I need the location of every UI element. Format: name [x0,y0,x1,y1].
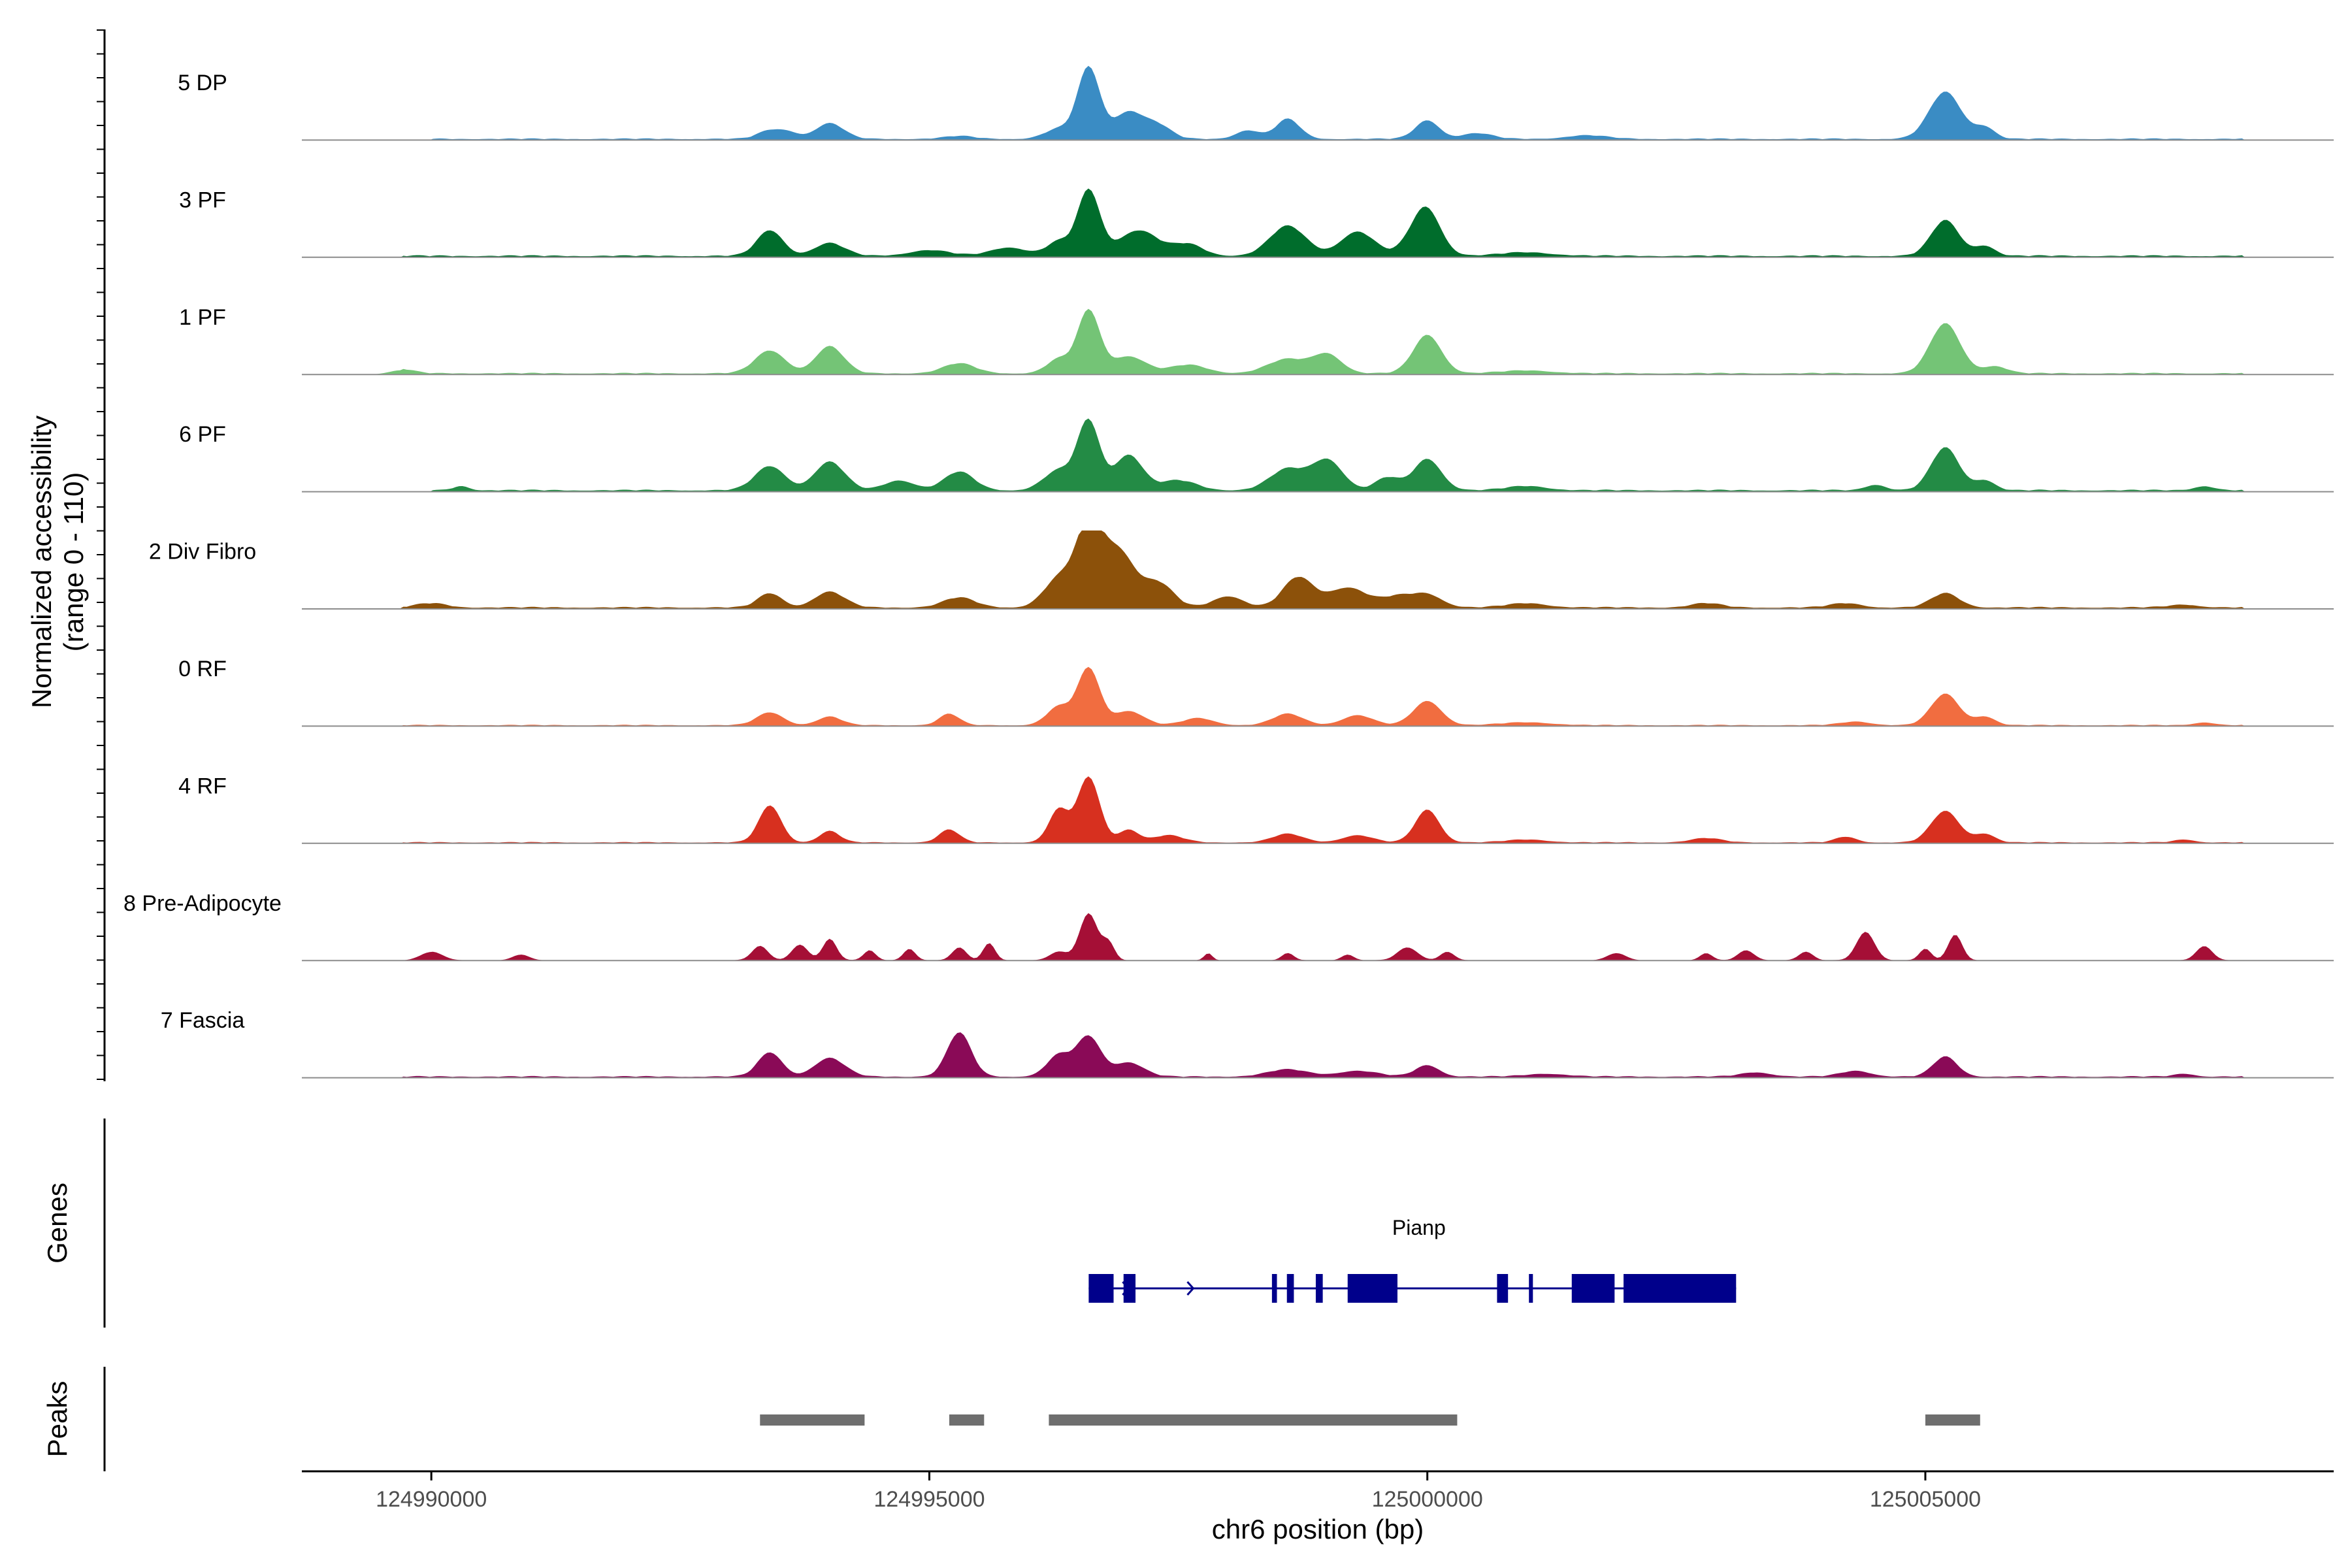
track-1-pf: 1 PF [179,305,2334,376]
track-3-pf: 3 PF [179,188,2334,258]
gene-name: Pianp [1392,1216,1446,1239]
gene-exon [1571,1274,1615,1303]
track-label: 5 DP [178,71,227,95]
track-5-dp: 5 DP [178,65,2334,141]
gene-exon [1123,1274,1136,1303]
coverage-area [302,188,2334,257]
coverage-area [302,1032,2334,1078]
x-tick-label: 124995000 [874,1487,985,1512]
gene-exon [1497,1274,1509,1303]
x-axis-ticks: 124990000 124995000 125000000 125005000 [376,1471,1981,1512]
coverage-area [302,666,2334,727]
track-label: 6 PF [179,422,226,447]
x-tick-label: 124990000 [376,1487,487,1512]
coverage-area [302,308,2334,375]
coverage-area [302,418,2334,492]
peaks-track [760,1414,1980,1426]
peak-region [760,1414,865,1426]
gene-exon [1271,1274,1277,1303]
coverage-area [302,65,2334,140]
genes-track: Pianp [1088,1216,1737,1303]
x-tick-label: 125000000 [1372,1487,1483,1512]
track-0-rf: 0 RF [178,657,2334,727]
track-7-fascia: 7 Fascia [161,1008,2334,1079]
track-label: 8 Pre-Adipocyte [123,891,282,916]
gene-pianp: Pianp [1088,1216,1737,1303]
gene-exon [1624,1274,1737,1303]
track-label: 1 PF [179,305,226,330]
track-6-pf: 6 PF [179,418,2334,493]
gene-exon [1286,1274,1294,1303]
peak-region [1049,1414,1458,1426]
track-2-div-fibro: 2 Div Fibro [149,531,2334,610]
peaks-panel-title: Peaks [42,1381,73,1458]
track-label: 3 PF [179,188,226,212]
genes-panel-title: Genes [42,1183,73,1264]
peak-region [1925,1414,1980,1426]
track-4-rf: 4 RF [178,774,2334,844]
track-8-pre-adipocyte: 8 Pre-Adipocyte [123,891,2334,962]
y-axis-subtitle: (range 0 - 110) [58,472,89,652]
track-label: 0 RF [178,657,227,681]
track-label: 2 Div Fibro [149,540,256,564]
track-label: 7 Fascia [161,1008,245,1033]
x-axis-title: chr6 position (bp) [1212,1514,1424,1544]
gene-exon [1347,1274,1397,1303]
y-axis-title: Normalized accessibility [26,416,57,708]
gene-exon [1529,1274,1533,1303]
x-tick-label: 125005000 [1870,1487,1981,1512]
coverage-area [302,531,2334,609]
peak-region [949,1414,985,1426]
track-label: 4 RF [178,774,227,798]
left-axis [97,29,106,1081]
coverage-tracks: 5 DP 3 PF 1 PF 6 PF 2 Div Fibro 0 RF 4 RF 8 Pre… [123,65,2334,1079]
gene-exon [1315,1274,1323,1303]
gene-exon [1088,1274,1114,1303]
coverage-area [302,776,2334,843]
strand-arrow [1186,1281,1195,1296]
coverage-area [302,913,2334,961]
